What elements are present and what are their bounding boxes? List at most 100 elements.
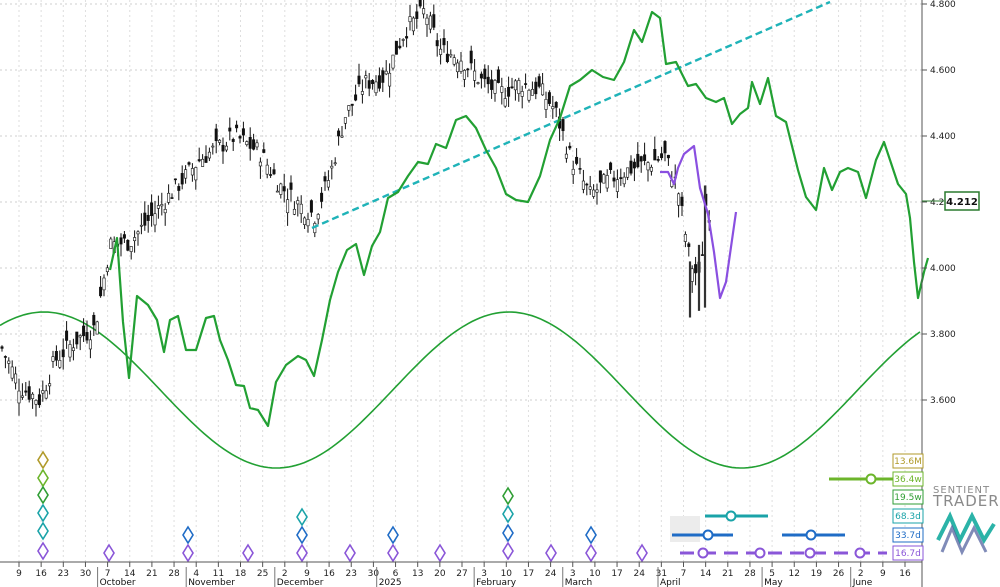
candle-body (629, 160, 633, 174)
candle-body (207, 151, 211, 159)
cycle-diamond-marker (37, 485, 49, 505)
candle-body (432, 14, 436, 28)
x-tick-label: 24 (545, 569, 557, 579)
cycle-bar-dot (702, 529, 714, 541)
candle-body (58, 360, 62, 368)
candle-body (262, 149, 266, 153)
candle-body (129, 246, 133, 252)
y-tick-label: 3.800 (930, 330, 956, 340)
candle-body (459, 60, 463, 72)
candle-body (360, 91, 364, 95)
candle-body (85, 332, 89, 341)
cycle-bar-dot (854, 547, 866, 559)
candle-body (282, 186, 286, 192)
candle-body (82, 325, 86, 337)
candle-body (398, 45, 402, 49)
candle-body (513, 80, 517, 91)
candle-body (160, 204, 164, 207)
candle-body (561, 119, 565, 132)
candle-body (636, 153, 640, 168)
candle-body (354, 94, 358, 101)
x-tick-label: 9 (880, 569, 886, 579)
y-tick-label: 4.800 (930, 0, 956, 10)
candle-body (588, 186, 592, 190)
cycle-diamond-markers (37, 450, 648, 563)
month-label: November (188, 578, 235, 587)
candle-body (177, 186, 181, 191)
candle-body (408, 16, 412, 23)
candle-body (677, 193, 681, 206)
x-tick-label: 6 (393, 569, 399, 579)
candle-body (568, 145, 572, 149)
candle-body (544, 99, 548, 110)
x-tick-label: 3 (570, 569, 576, 579)
candle-body (37, 394, 41, 406)
candle-body (330, 165, 334, 169)
candle-body (286, 199, 290, 214)
candle-body (126, 239, 130, 251)
x-tick-label: 19 (811, 569, 823, 579)
cycle-diamond-marker (387, 525, 399, 545)
x-tick-label: 9 (304, 569, 310, 579)
candle-body (694, 264, 698, 274)
candle-body (27, 386, 31, 400)
candle-body (34, 399, 38, 405)
cycle-label: 19.5w (894, 493, 921, 503)
last-value-tag: 4.212 (922, 191, 980, 211)
candle-body (211, 145, 215, 148)
candle-body (214, 128, 218, 142)
candle-body (473, 70, 477, 81)
series-layer (108, 10, 930, 428)
cycle-legend: 13.6M 36.4w 19.5w 68.3d 33.7d 16.7d (892, 453, 924, 561)
candle-body (622, 176, 626, 185)
candle-body (466, 68, 470, 71)
candle-body (595, 189, 599, 193)
x-tick-label: 16 (899, 569, 911, 579)
candle-body (578, 168, 582, 170)
sine-cycle-line (0, 311, 921, 469)
cycle-bar-dot (805, 529, 817, 541)
candle-body (554, 102, 558, 108)
cycle-diamond-marker (636, 543, 648, 563)
candle-body (75, 331, 79, 345)
candle-body (343, 117, 347, 124)
bar-shade (670, 516, 700, 542)
candle-body (483, 68, 487, 80)
candle-body (445, 53, 449, 62)
candle-body (551, 106, 555, 110)
cycle-diamond-marker (37, 468, 49, 488)
x-tick-label: 14 (700, 569, 712, 579)
cycle-label-box (892, 545, 924, 561)
candle-body (456, 62, 460, 73)
candle-body (503, 98, 507, 107)
candle-body (224, 145, 228, 151)
candle-body (496, 69, 500, 83)
candle-body (41, 390, 45, 394)
x-tick-label: 12 (789, 569, 800, 579)
cycle-diamond-marker (502, 486, 514, 506)
candle-body (649, 166, 653, 172)
month-label: 2025 (379, 578, 402, 587)
x-tick-label: 26 (833, 569, 845, 579)
x-tick-label: 21 (722, 569, 733, 579)
candle-body (700, 254, 704, 256)
candle-body (102, 277, 106, 291)
month-label: October (100, 578, 136, 587)
y-axis-ticks: 4.800 4.600 4.400 4.200 4.000 3.800 3.600 (922, 0, 956, 406)
candle-body (88, 339, 92, 350)
cycle-diamond-marker (37, 503, 49, 523)
x-tick-label: 21 (146, 569, 157, 579)
candle-body (507, 86, 511, 97)
candle-body (289, 182, 293, 190)
x-axis-ticks: 9 16 23 30 7 14 21 28 4 11 18 25 2 9 16 23 30 6 13 20 27 3 10 1… (16, 562, 911, 579)
cycle-duration-bars (670, 473, 905, 559)
candle-body (279, 183, 283, 195)
candle-body (486, 76, 490, 85)
cycle-label-box (892, 489, 924, 505)
x-tick-label: 23 (58, 569, 69, 579)
x-tick-label: 2 (858, 569, 864, 579)
cycle-diamond-marker (296, 507, 308, 527)
cycle-diamond-marker (37, 450, 49, 470)
month-label: March (565, 578, 592, 587)
